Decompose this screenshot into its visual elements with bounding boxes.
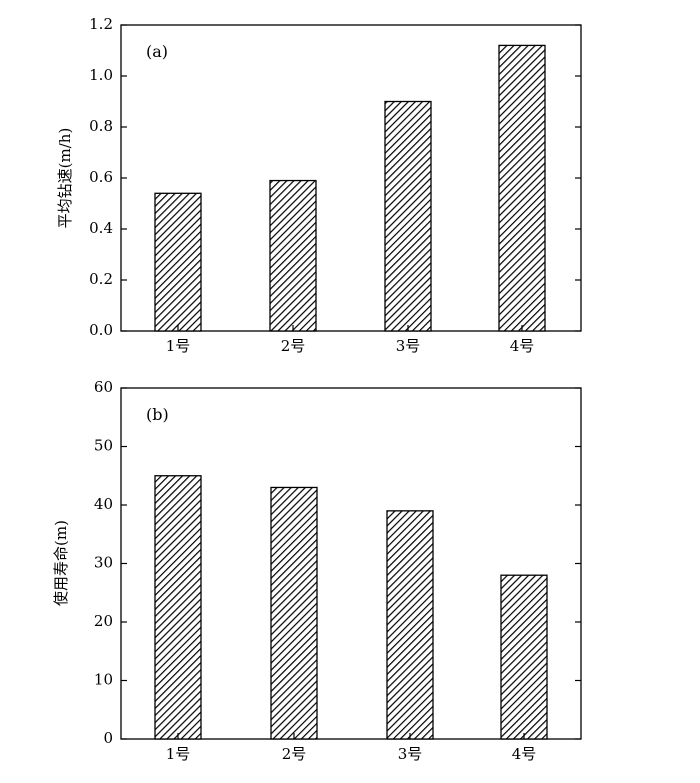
y-tick-label: 0.0 [89,321,113,339]
y-tick-label: 1.0 [89,66,113,84]
y-tick-label: 20 [94,612,113,630]
x-axis: 1号 2号 3号 4号 [166,325,535,355]
bar [154,475,202,740]
y-axis: 0.0 0.2 0.4 0.6 0.8 1.0 1.2 [89,15,581,339]
x-axis: 1号 2号 3号 4号 [166,733,537,763]
x-tick-label: 2号 [281,337,306,355]
y-tick-label: 0.6 [89,168,113,186]
chart-panel-a: (a) 平均钻速(m/h) 0.0 0.2 0.4 0.6 0.8 1.0 1.2 1号 2号… [56,15,582,355]
y-tick-label: 60 [94,378,113,396]
panel-label: (b) [146,405,169,424]
x-tick-label: 3号 [396,337,421,355]
y-tick-label: 40 [94,495,113,513]
bar [154,192,202,332]
x-tick-label: 3号 [398,745,423,763]
bar [498,44,546,332]
x-tick-label: 1号 [166,337,191,355]
y-axis-title: 使用寿命(m) [52,520,70,606]
y-tick-label: 0 [103,729,113,747]
y-tick-label: 0.2 [89,270,113,288]
bar-series [154,475,548,740]
x-tick-label: 4号 [512,745,537,763]
bar [500,574,548,740]
bar [384,100,432,332]
y-tick-label: 50 [94,437,113,455]
panel-label: (a) [146,42,168,61]
y-tick-label: 1.2 [89,15,113,33]
bar [270,486,318,740]
bar [386,510,434,740]
x-tick-label: 2号 [282,745,307,763]
chart-panel-b: (b) 使用寿命(m) 0 10 20 30 40 50 60 1号 2号 3号 4号 [52,378,582,763]
y-tick-label: 0.4 [89,219,113,237]
x-tick-label: 4号 [510,337,535,355]
bar [269,179,317,332]
y-axis: 0 10 20 30 40 50 60 [94,378,581,747]
y-tick-label: 30 [94,554,113,572]
y-tick-label: 10 [94,671,113,689]
x-tick-label: 1号 [166,745,191,763]
y-tick-label: 0.8 [89,117,113,135]
y-axis-title: 平均钻速(m/h) [56,128,74,229]
bar-series [154,44,546,332]
